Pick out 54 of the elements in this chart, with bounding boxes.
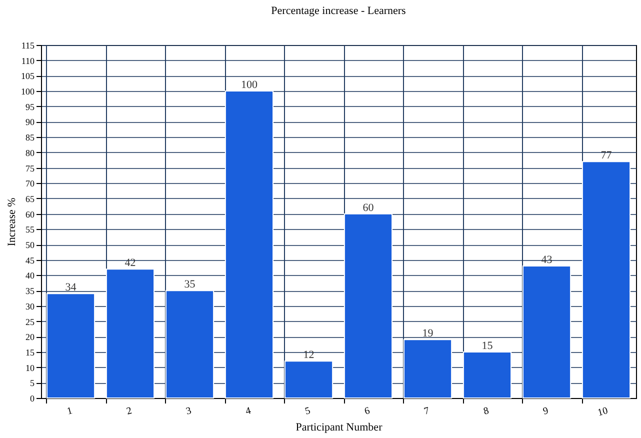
y-tick-label: 10: [26, 362, 35, 373]
data-label: 34: [65, 282, 77, 294]
x-tick-label: 10: [596, 406, 610, 419]
bar: [344, 213, 393, 398]
y-tick-label: 115: [21, 40, 35, 50]
y-tick-label: 45: [26, 255, 35, 266]
y-tick-label: 50: [26, 240, 35, 250]
x-axis-title: Participant Number: [296, 422, 383, 434]
y-tick-label: 60: [26, 209, 35, 220]
x-tick-label: 9: [542, 406, 550, 418]
x-tick-label: 3: [184, 406, 193, 418]
x-tick-label: 6: [363, 406, 372, 418]
data-label: 60: [362, 202, 374, 214]
y-tick-label: 80: [26, 148, 35, 158]
y-tick-label: 25: [26, 316, 35, 327]
y-tick-label: 55: [26, 224, 35, 235]
y-tick-label: 85: [26, 132, 35, 143]
y-tick-label: 100: [21, 86, 35, 97]
y-tick-label: 5: [30, 378, 35, 388]
y-tick-label: 90: [26, 117, 35, 128]
bar: [403, 339, 452, 398]
y-tick-label: 30: [26, 301, 35, 312]
y-tick-label: 110: [21, 56, 35, 66]
y-tick-label: 20: [26, 332, 35, 342]
x-tick-label: 7: [422, 406, 431, 418]
data-label: 19: [422, 328, 434, 340]
x-tick-label: 4: [244, 406, 252, 418]
chart-title: Percentage increase - Learners: [271, 5, 406, 17]
bar: [224, 90, 274, 398]
y-tick-label: 75: [26, 163, 35, 174]
y-axis-title: Increase %: [6, 198, 18, 246]
bar: [165, 290, 214, 398]
bar: [582, 161, 631, 398]
x-tick-label: 5: [304, 406, 312, 418]
y-tick-label: 70: [26, 178, 35, 189]
bar: [522, 266, 572, 398]
y-tick-label: 40: [26, 270, 35, 281]
data-label: 15: [482, 340, 494, 352]
data-label: 100: [241, 79, 258, 92]
bar: [284, 360, 334, 398]
y-tick-label: 65: [26, 194, 35, 204]
bar: [106, 268, 155, 398]
bar: [46, 293, 96, 398]
y-tick-label: 105: [21, 71, 35, 82]
y-tick-label: 0: [30, 394, 35, 404]
y-tick-label: 35: [26, 286, 35, 296]
x-tick-label: 1: [66, 406, 74, 418]
data-label: 77: [600, 150, 612, 162]
x-tick-label: 8: [482, 406, 490, 418]
bar: [462, 351, 512, 398]
y-tick-label: 95: [26, 102, 35, 112]
data-label: 35: [184, 278, 196, 291]
x-tick-label: 2: [125, 406, 134, 418]
y-tick-label: 15: [26, 347, 35, 358]
